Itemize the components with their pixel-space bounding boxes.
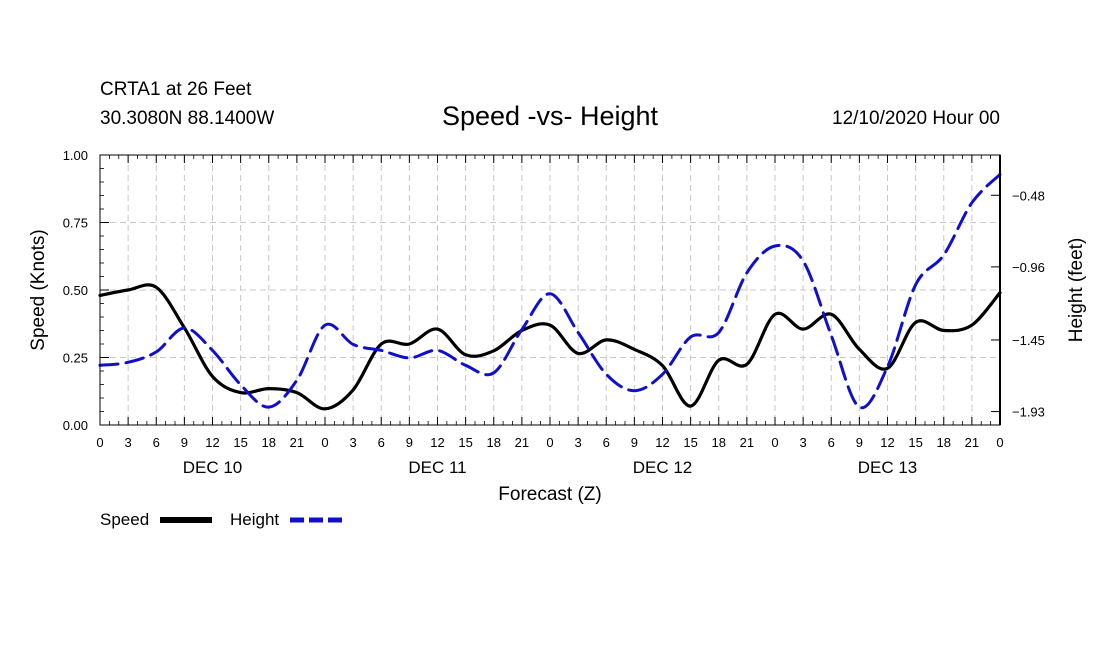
y-right-tick-label: −0.48 — [1012, 188, 1045, 203]
y-right-tick-label: −0.96 — [1012, 260, 1045, 275]
y-left-tick-label: 0.00 — [63, 418, 88, 433]
x-tick-label: 18 — [937, 435, 951, 450]
x-tick-label: 21 — [290, 435, 304, 450]
x-tick-label: 9 — [406, 435, 413, 450]
ticks: 0 3 6 9 12 15 18 21 0 3 6 9 12 15 18 21 0 3 6 9 12 15 18 21 0 3 6 9… — [63, 148, 1045, 477]
date-label: DEC 11 — [408, 458, 466, 477]
chart-title: Speed -vs- Height — [442, 101, 659, 131]
x-tick-label: 3 — [125, 435, 132, 450]
x-tick-label: 15 — [458, 435, 472, 450]
legend-height-label: Height — [230, 510, 279, 529]
plot-frame — [99, 154, 1001, 426]
x-tick-label: 21 — [965, 435, 979, 450]
x-tick-label: 6 — [378, 435, 385, 450]
station-label: CRTA1 at 26 Feet — [100, 79, 252, 100]
legend-speed-label: Speed — [100, 510, 149, 529]
x-tick-label: 12 — [205, 435, 219, 450]
x-tick-label: 6 — [603, 435, 610, 450]
y-left-tick-label: 0.75 — [63, 216, 88, 231]
x-tick-label: 12 — [880, 435, 894, 450]
y-right-tick-label: −1.93 — [1012, 405, 1045, 420]
x-tick-label: 0 — [771, 435, 778, 450]
date-label: DEC 10 — [183, 458, 243, 477]
y-left-tick-label: 0.50 — [63, 283, 88, 298]
coords-label: 30.3080N 88.1400W — [100, 108, 274, 129]
x-tick-label: 0 — [996, 435, 1003, 450]
x-tick-label: 0 — [96, 435, 103, 450]
series-layer — [98, 172, 1002, 411]
x-tick-label: 3 — [800, 435, 807, 450]
grid — [100, 155, 1000, 425]
x-tick-label: 9 — [631, 435, 638, 450]
x-tick-label: 9 — [856, 435, 863, 450]
legend: Speed Height — [100, 510, 342, 529]
y-right-tick-label: −1.45 — [1012, 333, 1045, 348]
y-axis-label-left: Speed (Knots) — [28, 229, 49, 350]
x-tick-label: 0 — [546, 435, 553, 450]
x-tick-label: 12 — [430, 435, 444, 450]
x-axis-label: Forecast (Z) — [498, 484, 601, 505]
x-tick-label: 21 — [740, 435, 754, 450]
x-tick-label: 6 — [153, 435, 160, 450]
x-tick-label: 9 — [181, 435, 188, 450]
x-tick-label: 18 — [712, 435, 726, 450]
x-tick-label: 15 — [233, 435, 247, 450]
x-tick-label: 3 — [350, 435, 357, 450]
y-left-tick-label: 1.00 — [63, 148, 88, 163]
x-tick-label: 6 — [828, 435, 835, 450]
date-label: DEC 13 — [858, 458, 918, 477]
x-tick-label: 15 — [908, 435, 922, 450]
series-line-height — [98, 172, 1002, 410]
y-axis-label-right: Height (feet) — [1066, 238, 1087, 343]
date-label: DEC 12 — [633, 458, 693, 477]
x-tick-label: 12 — [655, 435, 669, 450]
x-tick-label: 0 — [321, 435, 328, 450]
issued-label: 12/10/2020 Hour 00 — [832, 108, 1000, 129]
x-tick-label: 18 — [487, 435, 501, 450]
x-tick-label: 15 — [683, 435, 697, 450]
y-left-tick-label: 0.25 — [63, 351, 88, 366]
x-tick-label: 3 — [575, 435, 582, 450]
x-tick-label: 18 — [262, 435, 276, 450]
x-tick-label: 21 — [515, 435, 529, 450]
